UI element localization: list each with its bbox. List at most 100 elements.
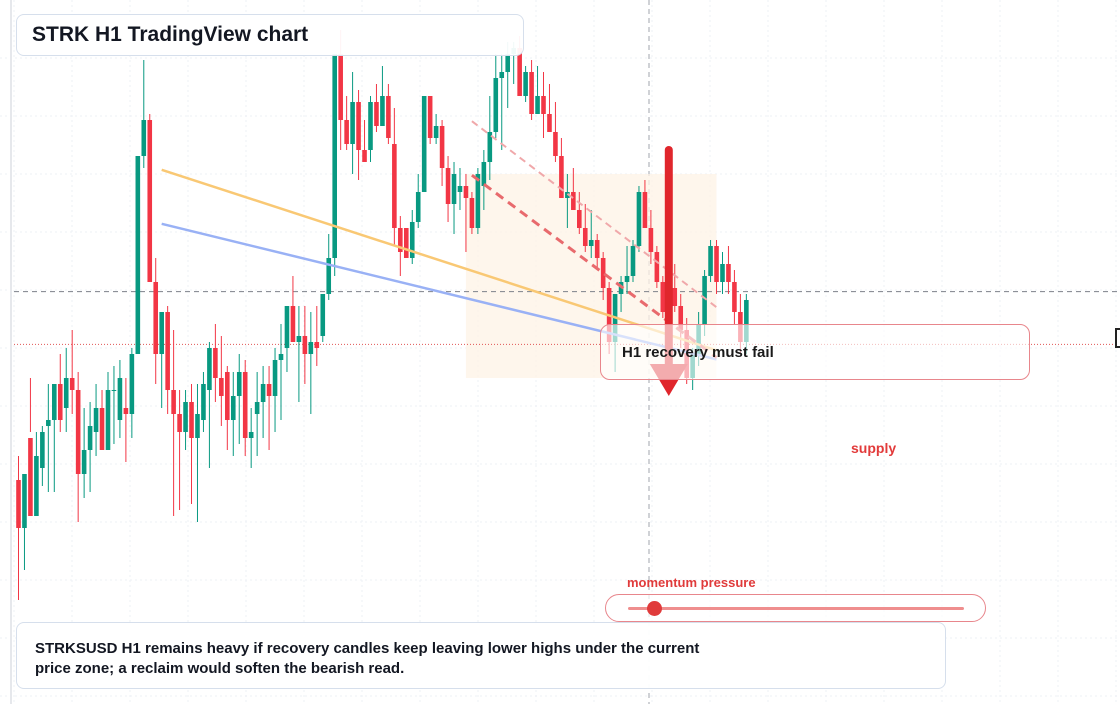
candle-body bbox=[266, 384, 272, 396]
candle-body bbox=[398, 228, 403, 252]
candle-body bbox=[547, 114, 552, 132]
momentum-label: momentum pressure bbox=[627, 575, 756, 590]
candle-body bbox=[22, 474, 27, 528]
candle-body bbox=[69, 378, 75, 390]
candle-body bbox=[87, 426, 93, 450]
candle-body bbox=[726, 264, 731, 282]
candle-body bbox=[529, 72, 534, 114]
candle-body bbox=[290, 306, 296, 342]
upper-dashed-trendline bbox=[471, 120, 718, 308]
candle-body bbox=[553, 132, 558, 156]
candle-body bbox=[320, 294, 326, 336]
candle-body bbox=[183, 402, 188, 432]
candle-body bbox=[225, 372, 230, 420]
candle-body bbox=[487, 132, 493, 162]
lower-dashed-trendline bbox=[471, 173, 718, 359]
candle-body bbox=[135, 156, 141, 354]
candle-body bbox=[34, 456, 39, 516]
candle-body bbox=[600, 258, 606, 288]
candle-body bbox=[302, 336, 308, 354]
candle-body bbox=[720, 264, 725, 282]
momentum-slider[interactable] bbox=[605, 594, 986, 622]
candle-body bbox=[165, 312, 170, 390]
chart-title-text: STRK H1 TradingView chart bbox=[32, 23, 309, 46]
candle-body bbox=[648, 228, 654, 252]
candle-body bbox=[415, 192, 421, 222]
candle-body bbox=[51, 384, 57, 420]
candle-body bbox=[236, 372, 242, 396]
candle-body bbox=[195, 414, 200, 438]
candle-body bbox=[577, 210, 582, 228]
candle-body bbox=[457, 186, 463, 192]
price-scale-marker bbox=[1115, 328, 1120, 348]
candle-body bbox=[559, 156, 564, 198]
candle-body bbox=[81, 450, 87, 474]
candle-body bbox=[523, 72, 528, 96]
candle-body bbox=[380, 96, 385, 126]
candle-body bbox=[57, 384, 63, 420]
candle-body bbox=[403, 228, 409, 258]
candle-body bbox=[105, 390, 111, 450]
candle-body bbox=[153, 282, 159, 354]
candle-body bbox=[499, 72, 505, 78]
candle-body bbox=[427, 96, 433, 138]
candle-body bbox=[654, 252, 660, 282]
candle-body bbox=[594, 240, 600, 258]
recovery-callout: H1 recovery must fail bbox=[600, 324, 1030, 380]
candle-body bbox=[463, 186, 469, 198]
candle-body bbox=[278, 354, 284, 360]
candle-body bbox=[344, 120, 349, 144]
candle-body bbox=[338, 54, 343, 120]
candle-body bbox=[642, 192, 648, 228]
candle-body bbox=[678, 306, 684, 330]
supply-label: supply bbox=[851, 440, 897, 456]
candle-body bbox=[248, 432, 254, 438]
candle-body bbox=[213, 348, 218, 378]
analysis-note: STRKSUSD H1 remains heavy if recovery ca… bbox=[16, 622, 946, 689]
candle-body bbox=[46, 420, 51, 426]
candle-body bbox=[386, 96, 391, 138]
candle-body bbox=[141, 120, 147, 156]
candle-body bbox=[314, 342, 320, 348]
candle-body bbox=[207, 348, 212, 390]
candle-body bbox=[129, 354, 135, 414]
candle-body bbox=[582, 228, 588, 246]
candle-body bbox=[732, 282, 737, 312]
momentum-knob[interactable] bbox=[647, 601, 663, 616]
candle-body bbox=[505, 54, 511, 72]
candle-body bbox=[445, 168, 451, 204]
candle-body bbox=[714, 246, 719, 282]
candle-body bbox=[481, 162, 487, 186]
candle-body bbox=[326, 258, 332, 294]
candle-body bbox=[636, 192, 642, 246]
candle-body bbox=[469, 198, 475, 228]
candle-body bbox=[433, 126, 439, 138]
candle-body bbox=[189, 402, 194, 438]
candle-body bbox=[439, 126, 445, 168]
candle-body bbox=[708, 246, 713, 276]
candle-body bbox=[230, 396, 236, 420]
candle-body bbox=[356, 102, 361, 150]
candle-body bbox=[159, 312, 164, 354]
candle-body bbox=[672, 288, 678, 306]
candle-body bbox=[368, 102, 373, 150]
candle-body bbox=[421, 96, 427, 192]
candle-body bbox=[177, 414, 182, 432]
candle-body bbox=[392, 144, 397, 228]
momentum-track[interactable] bbox=[628, 607, 964, 610]
candle-body bbox=[40, 432, 45, 468]
candle-body bbox=[28, 438, 33, 516]
candle-body bbox=[630, 246, 636, 276]
candle-body bbox=[702, 276, 707, 324]
recovery-callout-text: H1 recovery must fail bbox=[622, 344, 774, 361]
candle-body bbox=[541, 96, 546, 114]
candle-body bbox=[254, 402, 260, 414]
analysis-note-text: STRKSUSD H1 remains heavy if recovery ca… bbox=[35, 640, 700, 677]
candle-body bbox=[260, 384, 266, 402]
orange-trendline bbox=[161, 168, 717, 352]
candle-body bbox=[147, 120, 153, 282]
candle-body bbox=[451, 174, 457, 204]
candle-body bbox=[16, 480, 21, 528]
candle-body bbox=[284, 306, 290, 348]
candle-body bbox=[624, 276, 630, 282]
